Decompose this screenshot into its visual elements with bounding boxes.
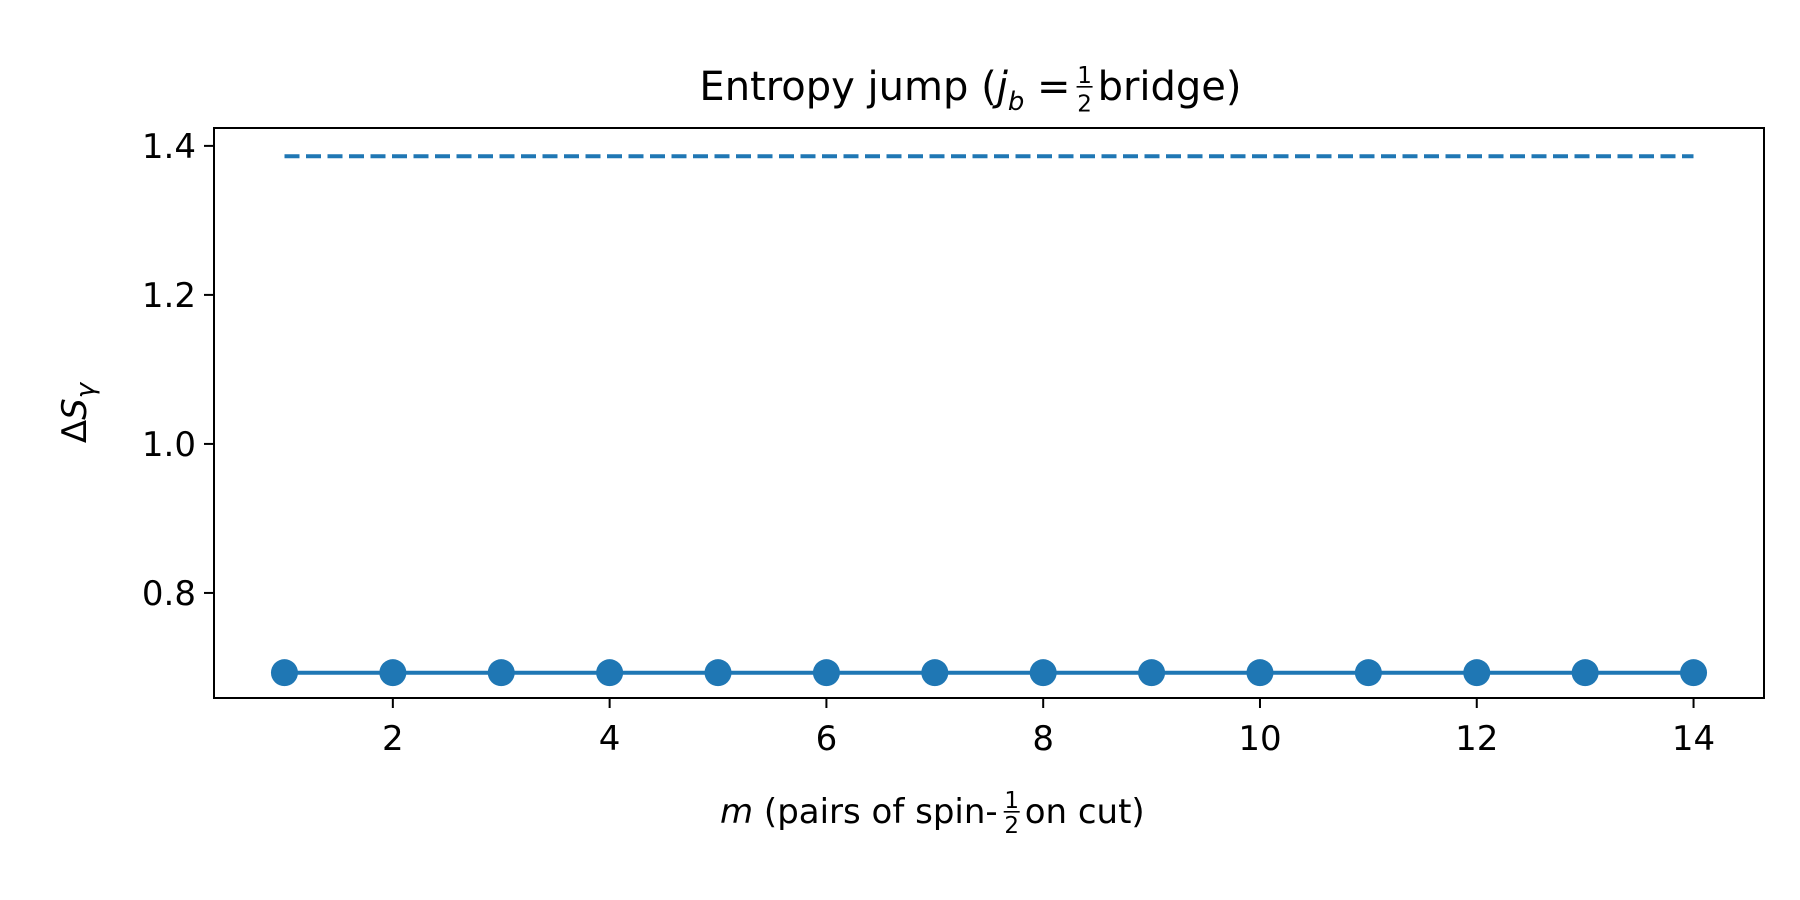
xlabel-frac-num: 1 bbox=[1004, 788, 1019, 814]
series-0-point bbox=[1680, 659, 1708, 687]
y-tick-label: 1.0 bbox=[142, 425, 196, 465]
series-0-point bbox=[1029, 659, 1057, 687]
title-var: j bbox=[992, 64, 1009, 110]
y-axis-label: ΔSγ bbox=[55, 381, 101, 443]
chart-title: Entropy jump (jb = bbox=[699, 64, 1070, 117]
series-0-point bbox=[1463, 659, 1491, 687]
x-tick-label: 14 bbox=[1672, 719, 1715, 759]
y-axis-ticks: 0.8 1.0 1.2 1.4 bbox=[142, 127, 214, 614]
xlabel-frac-den: 2 bbox=[1004, 813, 1019, 839]
series-0-point bbox=[1354, 659, 1382, 687]
x-tick-label: 2 bbox=[382, 719, 404, 759]
series-0-point bbox=[379, 659, 407, 687]
ylabel-prefix: Δ bbox=[55, 420, 95, 443]
title-sub: b bbox=[1008, 87, 1025, 117]
plot-frame bbox=[213, 127, 1765, 699]
series-0-point bbox=[487, 659, 515, 687]
series-0-point bbox=[812, 659, 840, 687]
title-eq: = bbox=[1024, 64, 1070, 110]
series-0-point bbox=[704, 659, 732, 687]
series-0-point bbox=[1571, 659, 1599, 687]
title-frac-den: 2 bbox=[1077, 92, 1092, 118]
ylabel-var: S bbox=[55, 398, 95, 420]
series-0-point bbox=[921, 659, 949, 687]
title-after: bridge) bbox=[1098, 64, 1242, 110]
y-tick-label: 1.4 bbox=[142, 127, 196, 167]
series-0-point bbox=[1138, 659, 1166, 687]
title-before: Entropy jump ( bbox=[699, 64, 996, 110]
y-tick-label: 1.2 bbox=[142, 276, 196, 316]
xlabel-before: (pairs of spin- bbox=[753, 792, 998, 832]
x-axis-ticks: 2 4 6 8 10 12 14 bbox=[382, 698, 1715, 759]
x-axis-label: m (pairs of spin- bbox=[720, 792, 998, 832]
xlabel-after: on cut) bbox=[1025, 792, 1145, 832]
xlabel-var: m bbox=[720, 792, 753, 832]
series-0-point bbox=[596, 659, 624, 687]
x-tick-label: 12 bbox=[1455, 719, 1498, 759]
y-tick-label: 0.8 bbox=[142, 574, 196, 614]
series-0-point bbox=[1246, 659, 1274, 687]
series-0-point bbox=[270, 659, 298, 687]
chart-marks bbox=[270, 154, 1708, 687]
x-tick-label: 10 bbox=[1238, 719, 1281, 759]
x-tick-label: 6 bbox=[816, 719, 838, 759]
x-tick-label: 8 bbox=[1032, 719, 1054, 759]
ylabel-sub: γ bbox=[71, 381, 101, 398]
title-frac-num: 1 bbox=[1077, 63, 1092, 89]
x-tick-label: 4 bbox=[599, 719, 621, 759]
